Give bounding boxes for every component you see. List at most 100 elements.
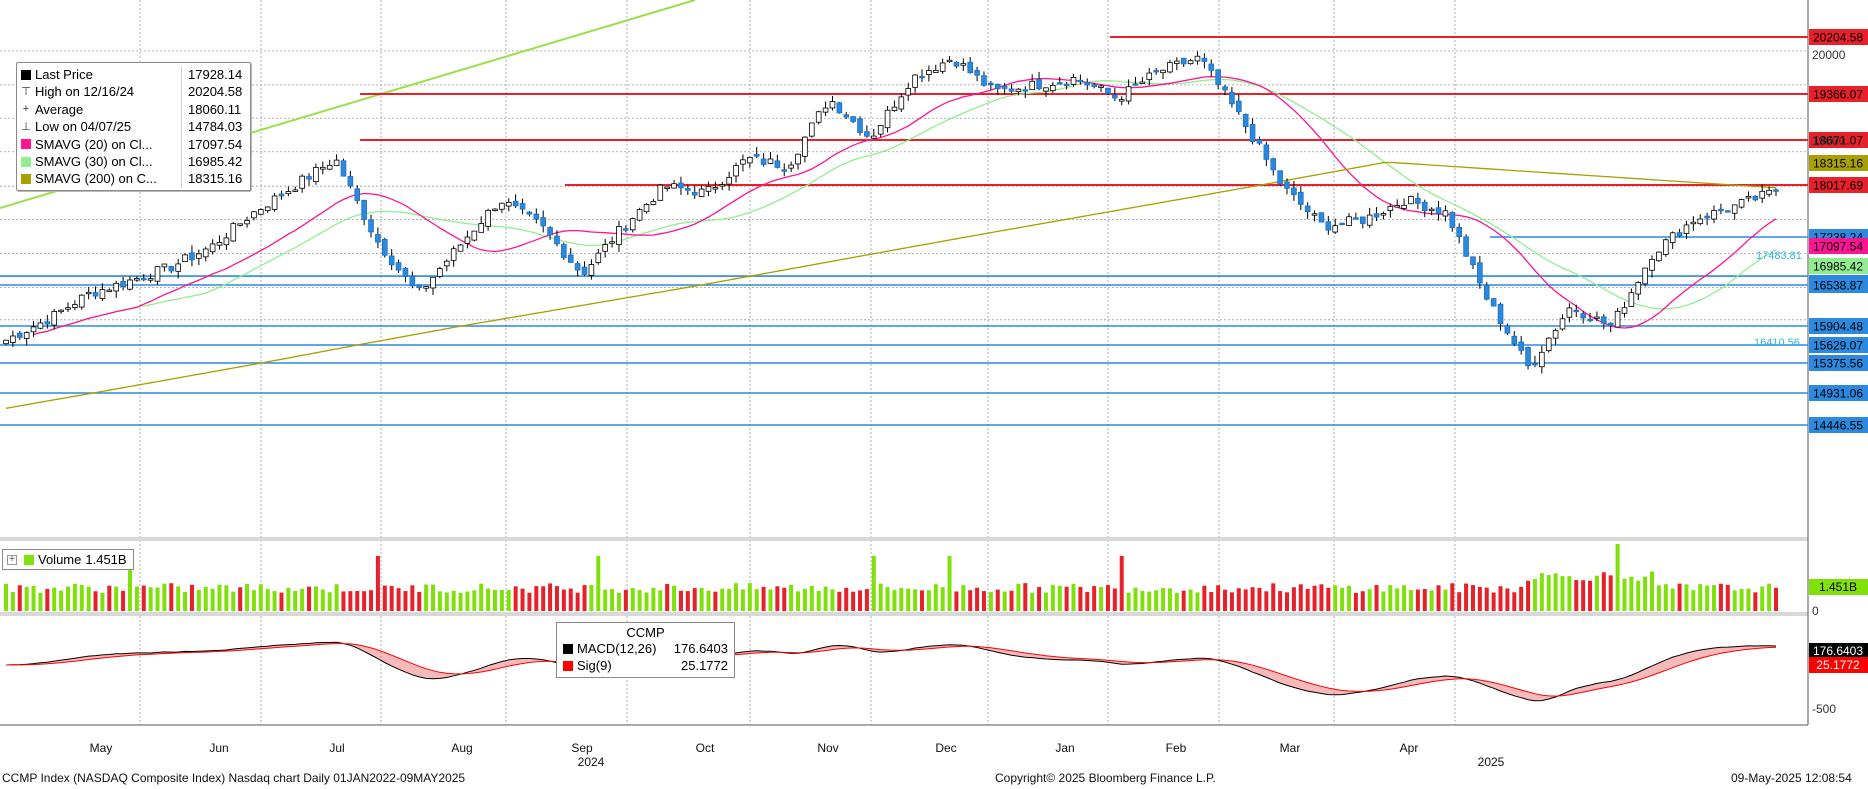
- volume-bar: [217, 584, 222, 611]
- candle-body: [1415, 197, 1421, 204]
- sig-tag-label: 25.1772: [1816, 658, 1860, 672]
- candle-body: [891, 106, 898, 112]
- volume-bar: [1388, 585, 1393, 611]
- candle-body: [1676, 232, 1683, 237]
- volume-bar: [892, 589, 897, 611]
- volume-bar: [658, 590, 663, 611]
- candle-body: [561, 244, 567, 259]
- volume-bar: [1009, 590, 1014, 611]
- volume-bars: [4, 544, 1778, 611]
- candle-body: [92, 292, 99, 297]
- volume-bar: [1553, 573, 1558, 611]
- candle-body: [182, 254, 188, 263]
- candle-body: [430, 276, 436, 289]
- volume-bar: [1505, 588, 1510, 611]
- volume-bar: [954, 591, 959, 611]
- volume-tag-label: 1.451B: [1819, 580, 1857, 594]
- axis-tag: 15904.48: [1809, 318, 1868, 334]
- volume-bar: [1498, 586, 1503, 611]
- volume-bar: [1257, 587, 1262, 611]
- sig-legend-row: Sig(9) 25.1772: [563, 657, 728, 674]
- candle-body: [58, 309, 64, 313]
- candle-body: [1552, 329, 1559, 339]
- volume-bar: [1443, 589, 1448, 611]
- volume-bar: [513, 586, 518, 611]
- axis-tag: 18017.69: [1809, 177, 1868, 193]
- candle-body: [1635, 282, 1642, 295]
- volume-bar: [382, 585, 387, 611]
- axis-tag-label: 15904.48: [1813, 320, 1863, 334]
- candle-body: [636, 209, 643, 221]
- candle-body: [1663, 239, 1669, 255]
- axis-tag: 20204.58: [1809, 29, 1868, 45]
- volume-bar: [492, 589, 497, 611]
- panel-separator: [0, 537, 1808, 541]
- volume-bar: [1223, 589, 1228, 611]
- volume-bar: [1684, 584, 1689, 611]
- month-label: Sep: [571, 741, 593, 755]
- volume-bar: [851, 591, 856, 611]
- volume-bar: [1636, 580, 1641, 611]
- volume-bar: [754, 589, 759, 611]
- axis-tag-label: 18671.07: [1813, 134, 1863, 148]
- volume-bar: [72, 583, 77, 611]
- y-tick-label: 20000: [1812, 48, 1846, 62]
- volume-bar: [1319, 584, 1324, 611]
- volume-bar: [1271, 583, 1276, 611]
- candle-body: [926, 70, 932, 75]
- axis-tag-label: 14931.06: [1813, 387, 1863, 401]
- candle-body: [1773, 189, 1779, 192]
- candle-body: [643, 204, 650, 213]
- volume-bar: [1381, 591, 1386, 611]
- volume-bar: [740, 589, 745, 611]
- candle-body: [912, 74, 918, 88]
- volume-bar: [437, 591, 442, 611]
- volume-bar: [1670, 588, 1675, 611]
- candle-body: [78, 294, 85, 308]
- candle-body: [1208, 63, 1215, 71]
- volume-bar: [727, 589, 732, 611]
- volume-bar: [1285, 592, 1290, 611]
- candle-body: [416, 284, 423, 288]
- candle-body: [202, 248, 209, 258]
- expand-icon[interactable]: +: [7, 554, 17, 565]
- candle-body: [547, 227, 553, 236]
- candle-body: [1394, 205, 1401, 208]
- candle-body: [10, 335, 16, 343]
- price-legend: Last Price 17928.14 ⊤ High on 12/16/24 20204…: [16, 62, 251, 191]
- candle-body: [857, 118, 863, 134]
- candle-body: [623, 228, 629, 231]
- candle-body: [946, 59, 953, 63]
- candle-body: [423, 286, 429, 289]
- volume-bar: [1043, 592, 1048, 611]
- legend-swatch: [21, 174, 31, 185]
- volume-bar: [1167, 588, 1172, 611]
- volume-bar: [1753, 592, 1758, 611]
- volume-bar: [610, 589, 615, 611]
- candle-body: [526, 211, 533, 215]
- axis-tag: 18315.16: [1809, 155, 1868, 171]
- volume-bar: [720, 588, 725, 611]
- volume-bar: [1209, 592, 1214, 611]
- candle-body: [822, 107, 829, 113]
- volume-bar: [995, 589, 1000, 611]
- volume-bar: [1229, 592, 1234, 611]
- volume-bar: [65, 586, 70, 611]
- candle-body: [1532, 362, 1538, 366]
- candle-body: [554, 235, 560, 245]
- month-label: Aug: [451, 741, 472, 755]
- candle-body: [285, 191, 292, 195]
- candle-body: [1497, 303, 1504, 325]
- candle-body: [106, 289, 113, 293]
- volume-bar: [1629, 576, 1634, 611]
- candle-body: [113, 282, 119, 292]
- candle-body: [698, 188, 705, 197]
- volume-bar: [341, 591, 346, 611]
- macd-legend-row: MACD(12,26) 176.6403: [563, 640, 728, 657]
- volume-bar: [596, 556, 601, 611]
- candle-body: [333, 159, 340, 167]
- volume-bar: [486, 588, 491, 611]
- volume-tick-label: 0: [1812, 604, 1819, 618]
- candle-body: [1435, 207, 1442, 214]
